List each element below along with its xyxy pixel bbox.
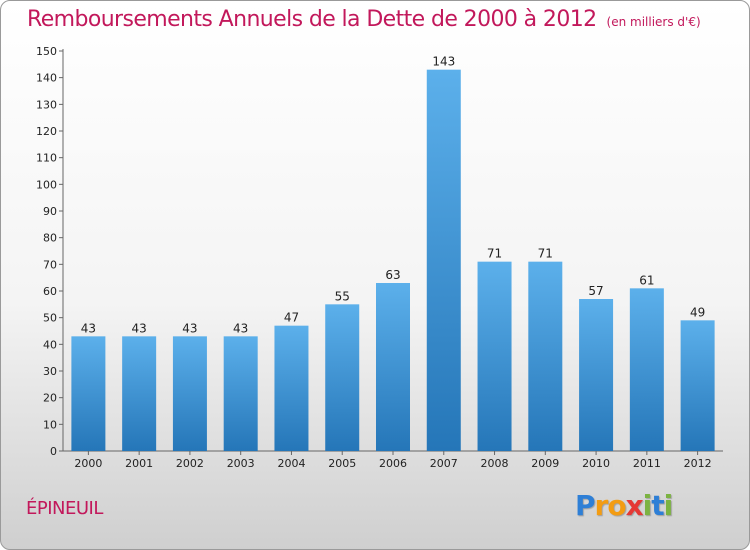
logo-letter: P <box>575 489 596 522</box>
y-tick-label: 10 <box>43 418 57 431</box>
chart-axes: 0 10 20 30 40 50 60 70 80 90 100 110 120 130 140 150 <box>36 45 723 458</box>
chart-title: Remboursements Annuels de la Dette de 20… <box>27 7 701 32</box>
data-label: 57 <box>588 284 603 298</box>
y-tick-label: 150 <box>36 45 57 58</box>
y-tick-label: 80 <box>43 232 57 245</box>
data-label: 43 <box>182 321 197 335</box>
y-tick-label: 30 <box>43 365 57 378</box>
y-tick-label: 90 <box>43 205 57 218</box>
x-tick-label: 2001 <box>125 457 153 470</box>
x-tick-label: 2009 <box>531 457 559 470</box>
x-tick-label: 2005 <box>328 457 356 470</box>
x-tick-label: 2008 <box>481 457 509 470</box>
bar <box>426 69 461 452</box>
bar <box>122 336 157 451</box>
proxiti-logo: Proxiti <box>575 489 674 522</box>
y-tick-label: 120 <box>36 125 57 138</box>
x-tick-label: 2003 <box>227 457 255 470</box>
y-tick-label: 130 <box>36 98 57 111</box>
data-label: 43 <box>132 321 147 335</box>
bar <box>172 336 207 451</box>
logo-letter: r <box>594 489 609 522</box>
data-label: 71 <box>487 247 502 261</box>
y-tick-label: 50 <box>43 312 57 325</box>
bar <box>223 336 258 451</box>
bar <box>579 299 614 451</box>
logo-letter: x <box>625 489 644 522</box>
y-tick-label: 100 <box>36 178 57 191</box>
bar <box>274 325 309 451</box>
y-tick-label: 110 <box>36 152 57 165</box>
logo-letter: t <box>651 489 664 522</box>
bar <box>528 261 563 451</box>
data-label: 49 <box>690 305 705 319</box>
data-label: 63 <box>385 268 400 282</box>
data-label: 71 <box>538 247 553 261</box>
x-tick-label: 2011 <box>633 457 661 470</box>
data-label: 143 <box>432 55 455 69</box>
bar <box>71 336 106 451</box>
commune-name: ÉPINEUIL <box>26 498 103 519</box>
y-tick-label: 60 <box>43 285 57 298</box>
data-label: 43 <box>233 321 248 335</box>
y-tick-label: 0 <box>50 445 57 458</box>
y-tick-label: 140 <box>36 72 57 85</box>
x-tick-label: 2006 <box>379 457 407 470</box>
bar <box>477 261 512 451</box>
x-tick-label: 2012 <box>684 457 712 470</box>
y-tick-label: 40 <box>43 338 57 351</box>
x-tick-label: 2002 <box>176 457 204 470</box>
chart-title-text: Remboursements Annuels de la Dette de 20… <box>27 7 597 32</box>
chart-labels: 2000 43 2001 43 2002 43 2003 43 2004 47 2005 55 2006… <box>74 55 711 470</box>
bar <box>376 283 410 451</box>
chart-bars <box>71 69 715 452</box>
logo-letter: i <box>642 489 653 522</box>
bar <box>325 304 360 451</box>
logo-letter: o <box>607 489 626 522</box>
logo-letter: i <box>663 489 674 522</box>
x-tick-label: 2000 <box>74 457 102 470</box>
data-label: 55 <box>335 289 350 303</box>
bar <box>680 320 715 451</box>
data-label: 43 <box>81 321 96 335</box>
unit-label: (en milliers d'€) <box>606 15 701 29</box>
y-tick-label: 70 <box>43 258 57 271</box>
x-tick-label: 2007 <box>430 457 458 470</box>
bar <box>629 288 664 451</box>
x-tick-label: 2004 <box>277 457 305 470</box>
data-label: 47 <box>284 311 299 325</box>
data-label: 61 <box>639 273 654 287</box>
y-tick-label: 20 <box>43 392 57 405</box>
x-tick-label: 2010 <box>582 457 610 470</box>
